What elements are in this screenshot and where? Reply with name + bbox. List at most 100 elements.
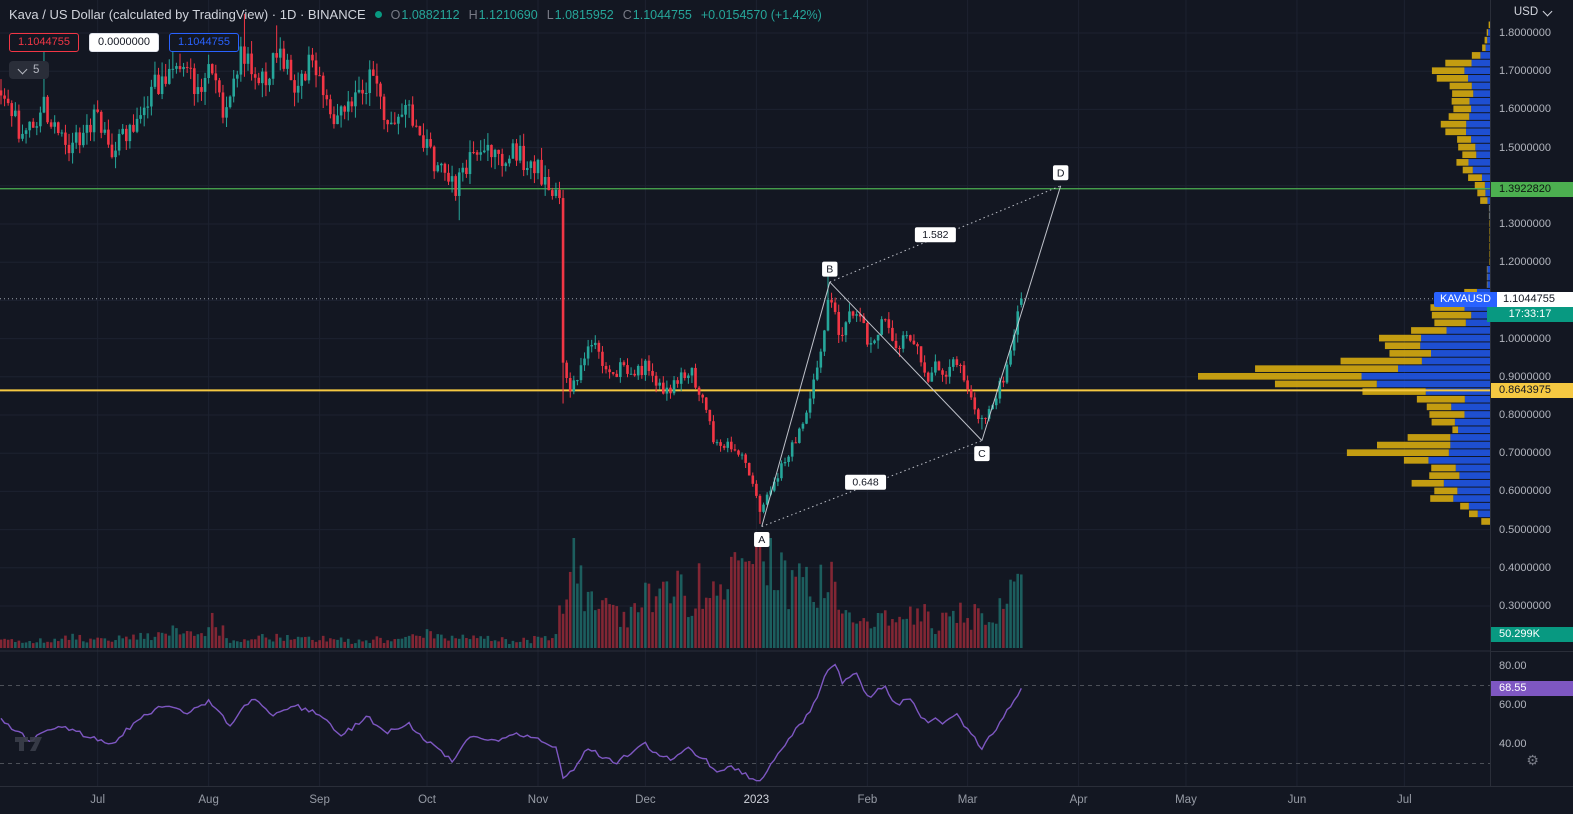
volume-bar: [916, 608, 919, 648]
volume-bar: [887, 625, 891, 648]
volume-bar: [418, 636, 422, 648]
volume-profile-up-bar: [1473, 90, 1490, 97]
volume-bar: [468, 639, 472, 648]
volume-bar: [951, 610, 955, 648]
candle-body: [250, 53, 253, 75]
symbol-name-label[interactable]: KAVAUSD: [1434, 291, 1497, 307]
candle-body: [891, 327, 894, 341]
volume-bar: [339, 637, 343, 648]
candle-body: [454, 176, 457, 196]
volume-profile-up-bar: [1469, 97, 1490, 105]
price-level-label[interactable]: 0.8643975: [1491, 383, 1573, 399]
volume-profile-down-bar: [1456, 159, 1469, 166]
volume-profile-down-bar: [1486, 273, 1488, 281]
pattern-point-label[interactable]: [754, 532, 770, 548]
volume-bar: [39, 638, 42, 648]
candle-body: [261, 71, 264, 84]
candle-body: [640, 365, 644, 376]
price-axis[interactable]: USD ⚙ 1.8000000 1.7000000 1.6000000 1.50000…: [1490, 0, 1573, 786]
candle-body: [662, 382, 665, 394]
volume-bar: [919, 621, 923, 648]
volume-profile-up-bar: [1475, 143, 1490, 151]
price-label-white[interactable]: 0.0000000: [89, 33, 159, 52]
currency-selector[interactable]: USD: [1491, 6, 1573, 18]
candle-body: [733, 449, 737, 451]
candle-body: [182, 66, 185, 70]
candle-body: [128, 124, 132, 142]
alert-price-label-red[interactable]: 1.1044755: [9, 33, 79, 52]
volume-bar: [214, 627, 218, 648]
volume-profile-down-bar: [1480, 197, 1488, 204]
volume-bar: [654, 596, 658, 648]
volume-bar: [493, 640, 497, 648]
candle-body: [232, 78, 235, 97]
candle-body: [382, 96, 386, 121]
time-axis-label: Oct: [418, 794, 436, 806]
pattern-line[interactable]: [761, 281, 831, 527]
pattern-ratio-label[interactable]: [845, 474, 887, 490]
volume-bar: [769, 538, 772, 648]
time-axis[interactable]: Jul Aug Sep Oct Nov Dec 2023 Feb Mar Apr May Jun Jul: [0, 786, 1573, 814]
volume-profile-up-bar: [1431, 350, 1490, 357]
volume-bar: [866, 621, 869, 648]
volume-bar: [386, 640, 389, 648]
last-price-label[interactable]: 1.1044755: [1496, 291, 1573, 307]
candle-body: [701, 394, 704, 398]
rsi-value-label: 68.55: [1491, 681, 1573, 697]
price-chart-canvas[interactable]: A B C D 1.582 0.648: [0, 0, 1490, 786]
volume-bar: [382, 643, 386, 648]
pattern-line[interactable]: [829, 281, 983, 441]
candle-body: [278, 48, 282, 58]
volume-bar: [830, 561, 833, 648]
volume-bar: [293, 639, 296, 648]
volume-profile-down-bar: [1431, 67, 1465, 75]
price-axis-tick: 0.9000000: [1499, 370, 1551, 383]
volume-profile-down-bar: [1482, 44, 1486, 52]
volume-bar: [28, 641, 31, 648]
pattern-point-label[interactable]: [822, 261, 838, 277]
indicators-collapse-dropdown[interactable]: 5: [9, 61, 50, 79]
change-value: +0.0154570 (+1.42%): [700, 7, 822, 22]
candle-body: [812, 379, 815, 399]
candle-body: [851, 311, 855, 316]
volume-profile-down-bar: [1469, 510, 1478, 518]
volume-bar: [121, 638, 125, 648]
volume-bar: [701, 608, 704, 648]
axis-settings-gear-icon[interactable]: ⚙: [1526, 752, 1539, 768]
pattern-dotted-line[interactable]: [829, 185, 1061, 283]
volume-bar: [364, 640, 368, 648]
symbol-title[interactable]: Kava / US Dollar (calculated by TradingV…: [9, 7, 366, 22]
candle-body: [339, 106, 343, 116]
tradingview-logo[interactable]: [14, 733, 50, 760]
volume-bar: [790, 570, 794, 648]
candle-body: [794, 442, 798, 444]
candle-body: [400, 114, 404, 117]
candle-body: [325, 95, 329, 100]
pattern-point-label[interactable]: [1052, 165, 1069, 181]
price-level-label[interactable]: 1.3922820: [1491, 181, 1573, 197]
volume-profile-up-bar: [1361, 372, 1490, 380]
candle-body: [31, 121, 35, 128]
volume-profile-up-bar: [1485, 44, 1490, 52]
volume-profile-up-bar: [1450, 434, 1490, 441]
volume-bar: [751, 564, 755, 648]
volume-bar: [522, 637, 525, 648]
candle-body: [228, 96, 232, 108]
pattern-point-label[interactable]: [974, 446, 990, 462]
volume-bar: [103, 638, 107, 648]
volume-bar: [891, 619, 894, 648]
volume-bar: [590, 591, 593, 648]
candle-body: [483, 150, 486, 153]
candle-body: [221, 92, 225, 118]
candle-body: [225, 107, 228, 118]
candle-body: [540, 159, 543, 185]
order-price-label-blue[interactable]: 1.1044755: [169, 33, 239, 52]
pattern-ratio-label[interactable]: [914, 227, 956, 243]
candle-body: [858, 314, 862, 317]
volume-profile-up-bar: [1466, 128, 1490, 136]
volume-bar: [765, 585, 769, 648]
candle-body: [139, 115, 142, 119]
volume-bar: [851, 622, 855, 648]
pattern-line[interactable]: [981, 185, 1062, 441]
market-status-icon[interactable]: [374, 11, 382, 18]
